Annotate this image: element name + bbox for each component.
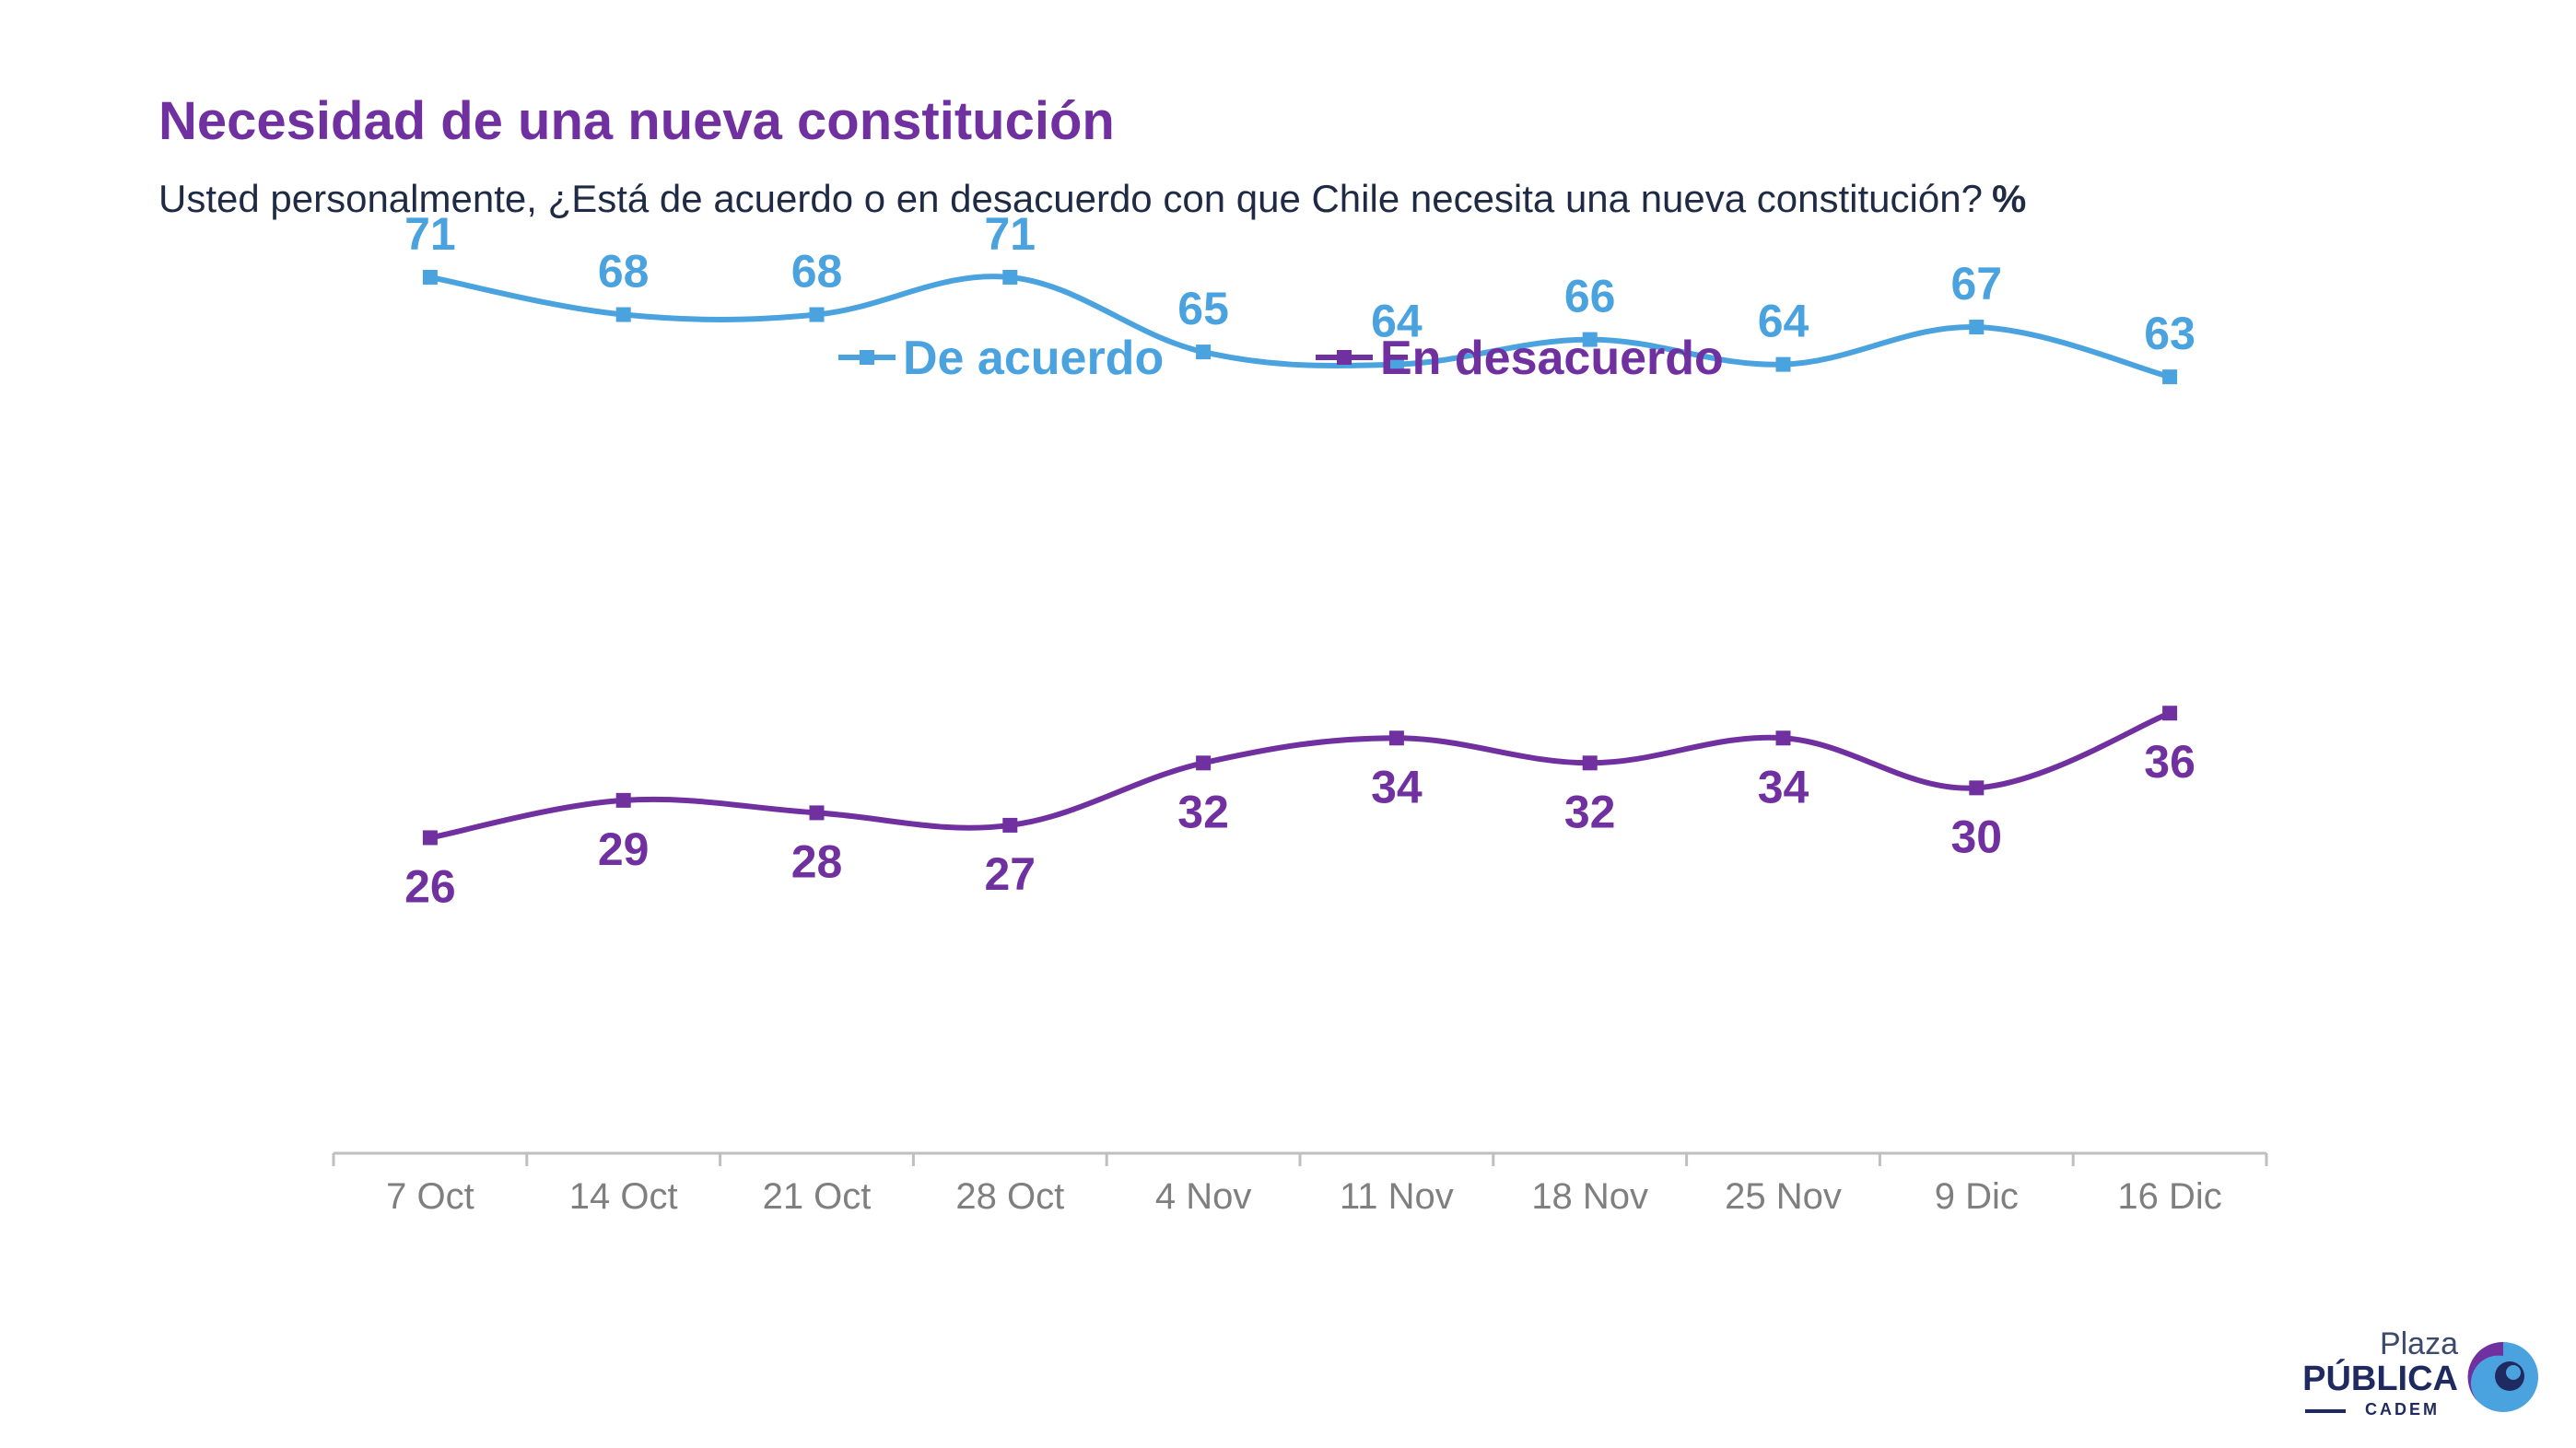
data-point-de-acuerdo (1775, 356, 1791, 372)
data-point-de-acuerdo (1969, 320, 1985, 335)
data-label-en-desacuerdo: 32 (1177, 786, 1229, 837)
data-point-en-desacuerdo (809, 805, 825, 821)
data-point-en-desacuerdo (1775, 730, 1791, 746)
data-point-en-desacuerdo (1196, 755, 1212, 771)
data-label-en-desacuerdo: 28 (791, 835, 843, 887)
x-tick-label: 25 Nov (1725, 1176, 1842, 1217)
data-point-en-desacuerdo (1388, 730, 1404, 746)
legend-label-de-acuerdo: De acuerdo (903, 332, 1164, 385)
logo-text-plaza: Plaza (2379, 1326, 2458, 1361)
data-point-de-acuerdo (2162, 369, 2178, 385)
x-tick-label: 4 Nov (1155, 1176, 1252, 1217)
data-point-en-desacuerdo (1002, 817, 1018, 833)
data-label-en-desacuerdo: 34 (1758, 761, 1809, 812)
x-tick-label: 18 Nov (1531, 1176, 1648, 1217)
logo-mark-icon (2467, 1341, 2538, 1412)
logo-text-publica: PÚBLICA (2302, 1360, 2458, 1398)
logo-text-cadem: CADEM (2365, 1400, 2440, 1419)
data-point-en-desacuerdo (1582, 755, 1598, 771)
subtitle-text: Usted personalmente, ¿Está de acuerdo o … (158, 177, 1983, 220)
data-point-en-desacuerdo (615, 792, 631, 808)
series-line-de-acuerdo (427, 274, 2173, 380)
data-point-en-desacuerdo (2162, 706, 2178, 721)
data-label-en-desacuerdo: 29 (598, 823, 650, 875)
data-label-en-desacuerdo: 36 (2144, 736, 2195, 788)
x-tick-label: 28 Oct (955, 1176, 1064, 1217)
data-point-en-desacuerdo (1969, 780, 1985, 796)
data-label-de-acuerdo: 65 (1177, 283, 1229, 334)
chart-subtitle: Usted personalmente, ¿Está de acuerdo o … (158, 177, 2026, 221)
data-label-de-acuerdo: 64 (1758, 296, 1809, 347)
data-point-de-acuerdo (809, 307, 825, 322)
x-tick-label: 16 Dic (2117, 1176, 2221, 1217)
data-label-de-acuerdo: 68 (598, 246, 650, 298)
data-point-de-acuerdo (1002, 269, 1018, 285)
data-label-en-desacuerdo: 27 (984, 848, 1036, 900)
data-label-de-acuerdo: 63 (2144, 308, 2195, 359)
legend-swatch-marker-de-acuerdo (860, 350, 874, 365)
data-label-de-acuerdo: 71 (404, 208, 456, 260)
data-label-en-desacuerdo: 34 (1371, 761, 1423, 812)
data-point-de-acuerdo (615, 307, 631, 322)
data-point-de-acuerdo (1196, 344, 1212, 360)
logo-rule (2305, 1409, 2346, 1413)
legend-label-en-desacuerdo: En desacuerdo (1380, 332, 1724, 385)
x-tick-label: 7 Oct (386, 1176, 474, 1217)
data-label-de-acuerdo: 68 (791, 246, 843, 298)
data-label-en-desacuerdo: 32 (1564, 786, 1616, 837)
data-label-de-acuerdo: 67 (1950, 258, 2002, 309)
data-point-en-desacuerdo (422, 830, 438, 846)
x-tick-label: 9 Dic (1935, 1176, 2019, 1217)
data-label-de-acuerdo: 66 (1564, 271, 1616, 322)
x-tick-label: 14 Oct (569, 1176, 678, 1217)
data-point-de-acuerdo (422, 269, 438, 285)
data-label-de-acuerdo: 71 (984, 208, 1036, 260)
data-label-en-desacuerdo: 30 (1950, 811, 2002, 862)
data-label-en-desacuerdo: 26 (404, 860, 456, 912)
x-tick-label: 11 Nov (1340, 1176, 1454, 1217)
subtitle-unit: % (1991, 177, 2027, 220)
data-point-de-acuerdo (1582, 332, 1598, 347)
plaza-publica-cadem-logo: Plaza PÚBLICA CADEM (2302, 1326, 2543, 1428)
x-tick-label: 21 Oct (763, 1176, 872, 1217)
data-label-de-acuerdo: 64 (1371, 296, 1423, 347)
series-line-en-desacuerdo (427, 710, 2173, 841)
data-point-de-acuerdo (1388, 356, 1404, 372)
chart-title: Necesidad de una nueva constitución (158, 91, 1115, 151)
legend-swatch-marker-en-desacuerdo (1337, 350, 1352, 365)
